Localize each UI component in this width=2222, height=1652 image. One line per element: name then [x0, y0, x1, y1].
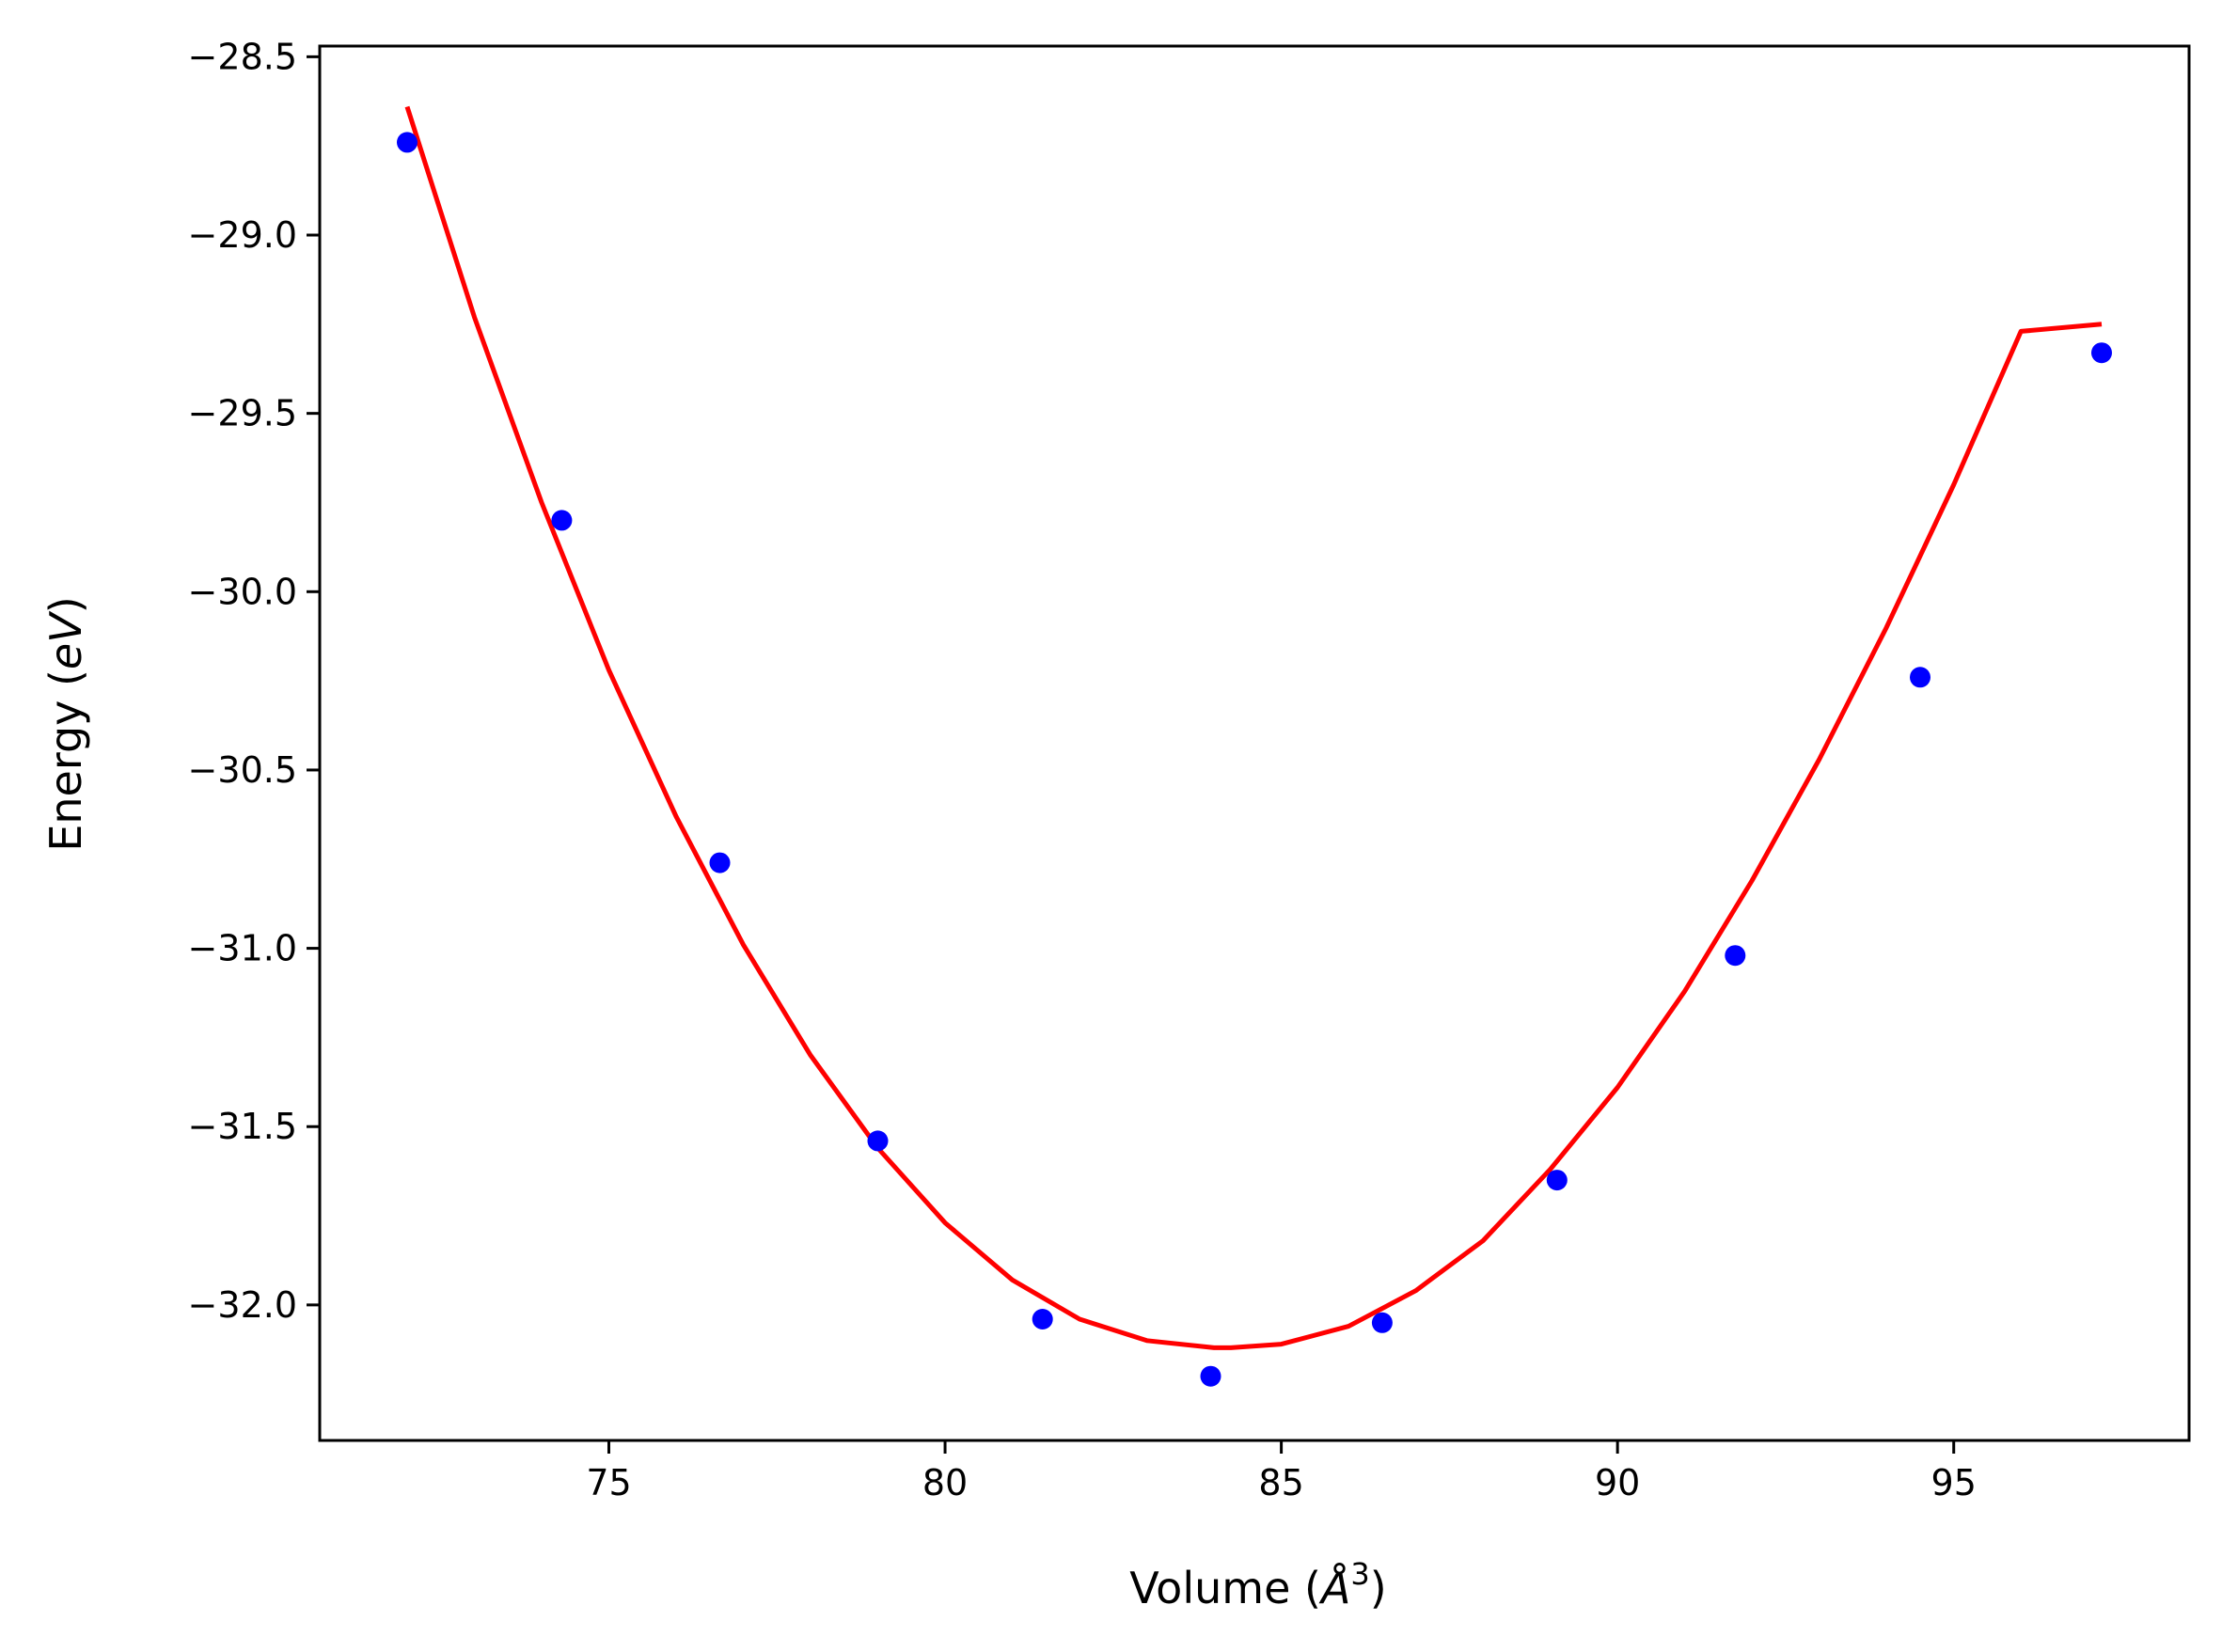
y-axis-label-close: ): [40, 596, 91, 613]
y-tick-label: −31.0: [188, 928, 297, 969]
data-point: [867, 1130, 889, 1152]
y-tick-label: −29.0: [188, 214, 297, 256]
data-point: [1546, 1170, 1568, 1191]
x-tick-label: 85: [1258, 1462, 1303, 1503]
x-axis-label-exponent: 3: [1350, 1556, 1369, 1592]
plot-frame: [318, 44, 2191, 1442]
data-point: [551, 510, 573, 531]
fit-curve-line: [404, 105, 2103, 1350]
y-axis-label-main: Energy (: [40, 669, 91, 852]
data-point: [1200, 1365, 1221, 1387]
y-axis-label-unit: eV: [40, 610, 91, 669]
x-axis-label-close: ): [1370, 1563, 1387, 1613]
y-axis-label: Energy (eV): [40, 596, 91, 851]
y-axis-ticks: −28.5 −29.0 −29.5 −30.0 −30.5 −31.0 −31.5 −32.0: [188, 36, 320, 1326]
data-point: [1032, 1309, 1053, 1329]
x-axis-ticks: 75 80 85 90 95: [586, 1440, 1977, 1503]
x-tick-label: 80: [922, 1462, 968, 1503]
x-tick-label: 90: [1595, 1462, 1640, 1503]
y-tick-label: −28.5: [188, 36, 297, 77]
y-tick-label: −30.0: [188, 571, 297, 612]
x-tick-label: 95: [1931, 1462, 1977, 1503]
data-point: [1725, 945, 1746, 967]
data-point: [1371, 1312, 1393, 1333]
data-point: [2091, 342, 2112, 364]
y-tick-label: −32.0: [188, 1284, 297, 1326]
data-point: [709, 852, 731, 873]
data-point: [1910, 667, 1930, 688]
x-axis-label-unit: Å: [1318, 1563, 1350, 1613]
x-axis-label: Volume (Å3): [1129, 1556, 1386, 1613]
y-tick-label: −31.5: [188, 1106, 297, 1147]
x-axis-label-main: Volume (: [1129, 1563, 1321, 1613]
y-tick-label: −29.5: [188, 393, 297, 434]
y-tick-label: −30.5: [188, 749, 297, 791]
data-point: [397, 132, 418, 153]
x-tick-label: 75: [586, 1462, 631, 1503]
plot-area: [397, 105, 2112, 1387]
